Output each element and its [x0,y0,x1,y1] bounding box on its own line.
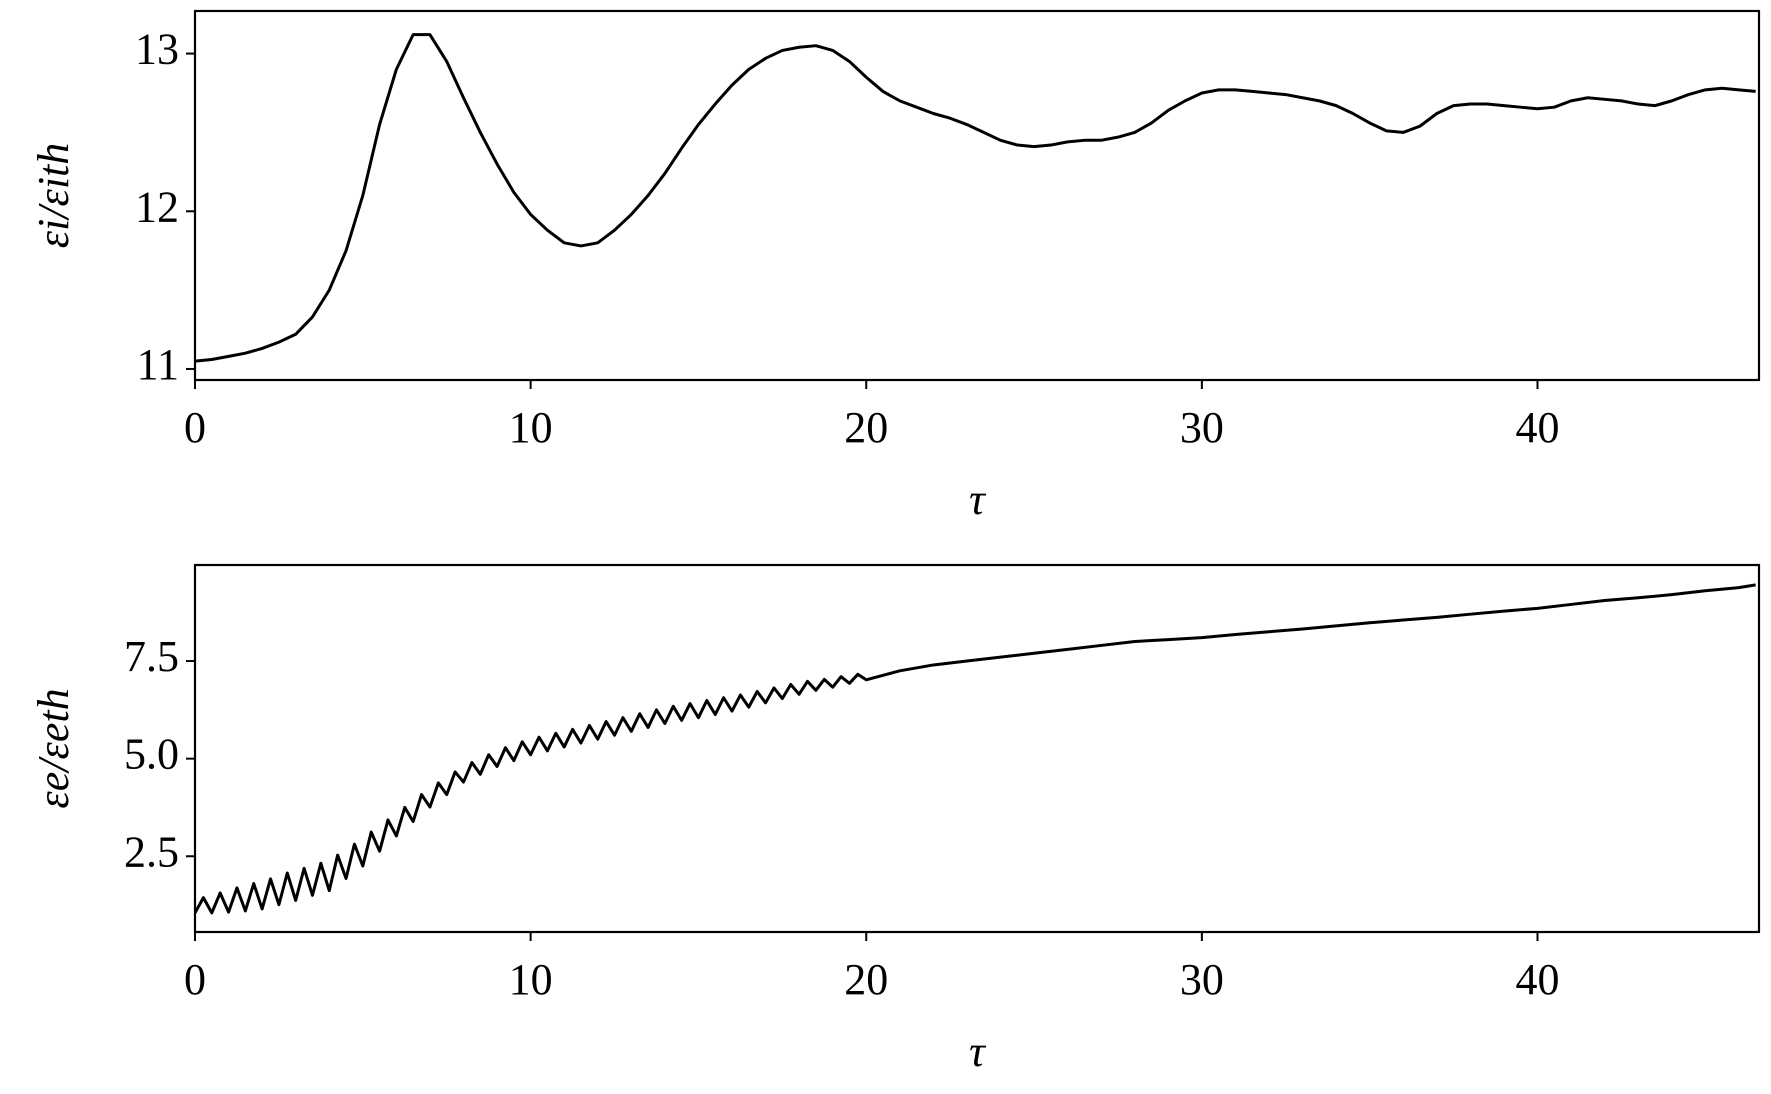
x-axis-label: τ [969,475,987,524]
y-tick-label: 13 [135,25,179,74]
x-tick-label: 10 [509,403,553,452]
x-axis-label: τ [969,1027,987,1076]
x-tick-label: 30 [1180,955,1224,1004]
data-line [195,583,1756,915]
y-axis-label: εe/εeth [29,688,78,808]
plot-frame [193,9,1761,382]
y-axis-label: εi/εith [29,143,78,249]
y-tick-label: 11 [137,340,179,389]
x-tick-label: 40 [1515,403,1559,452]
x-tick-label: 0 [184,403,206,452]
y-tick-label: 7.5 [124,632,179,681]
x-tick-label: 20 [844,403,888,452]
x-tick-label: 20 [844,955,888,1004]
y-tick-label: 5.0 [124,730,179,779]
plot-frame [193,563,1761,934]
y-tick-label: 2.5 [124,827,179,876]
x-tick-label: 40 [1515,955,1559,1004]
data-line [195,33,1756,363]
x-tick-label: 0 [184,955,206,1004]
y-tick-label: 12 [135,182,179,231]
x-tick-label: 10 [509,955,553,1004]
x-tick-label: 30 [1180,403,1224,452]
